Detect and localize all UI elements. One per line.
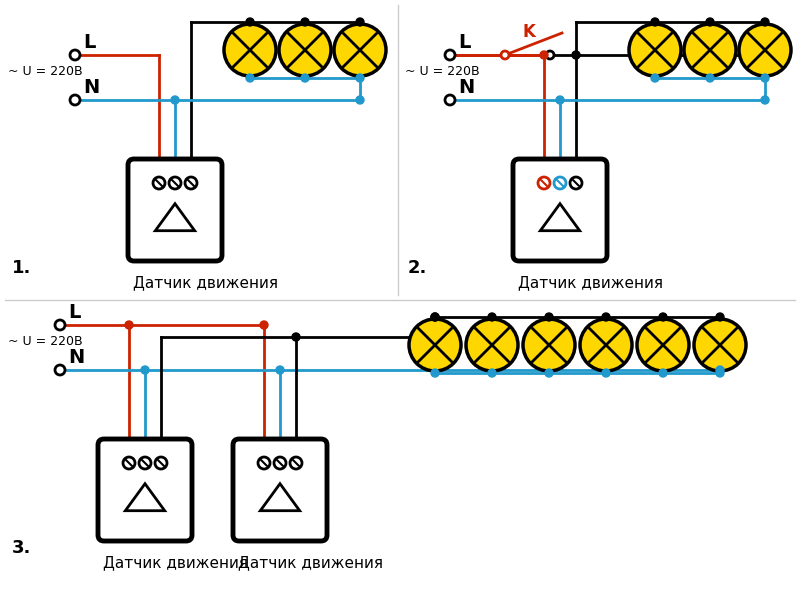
- Circle shape: [356, 74, 364, 82]
- Circle shape: [246, 74, 254, 82]
- Polygon shape: [540, 204, 580, 231]
- Text: K: K: [523, 23, 536, 41]
- FancyBboxPatch shape: [233, 439, 327, 541]
- FancyBboxPatch shape: [128, 159, 222, 261]
- Circle shape: [659, 369, 667, 377]
- Circle shape: [716, 366, 724, 374]
- Circle shape: [706, 74, 714, 82]
- Circle shape: [538, 177, 550, 189]
- Circle shape: [540, 51, 548, 59]
- Text: L: L: [68, 303, 80, 322]
- Circle shape: [123, 457, 135, 469]
- Circle shape: [55, 365, 65, 375]
- Text: ~ U = 220В: ~ U = 220В: [8, 335, 82, 348]
- Circle shape: [431, 369, 439, 377]
- Circle shape: [651, 74, 659, 82]
- Circle shape: [637, 319, 689, 371]
- Text: L: L: [83, 33, 95, 52]
- Circle shape: [546, 51, 554, 59]
- Circle shape: [258, 457, 270, 469]
- Circle shape: [572, 51, 580, 59]
- Circle shape: [246, 18, 254, 26]
- Circle shape: [716, 313, 724, 321]
- Circle shape: [55, 320, 65, 330]
- Text: N: N: [458, 78, 474, 97]
- Text: Датчик движения: Датчик движения: [133, 275, 278, 290]
- Circle shape: [739, 24, 791, 76]
- Circle shape: [716, 369, 724, 377]
- Text: 2.: 2.: [408, 259, 427, 277]
- Circle shape: [274, 457, 286, 469]
- Circle shape: [629, 24, 681, 76]
- Circle shape: [445, 95, 455, 105]
- Circle shape: [580, 319, 632, 371]
- Circle shape: [356, 18, 364, 26]
- Circle shape: [523, 319, 575, 371]
- Circle shape: [488, 369, 496, 377]
- Circle shape: [761, 18, 769, 26]
- Circle shape: [431, 313, 439, 321]
- Circle shape: [356, 96, 364, 104]
- Circle shape: [659, 313, 667, 321]
- Circle shape: [445, 50, 455, 60]
- Circle shape: [431, 313, 439, 321]
- Circle shape: [139, 457, 151, 469]
- Circle shape: [409, 319, 461, 371]
- Circle shape: [651, 18, 659, 26]
- Text: Датчик движения: Датчик движения: [238, 555, 383, 570]
- Circle shape: [761, 96, 769, 104]
- Text: N: N: [68, 348, 84, 367]
- Circle shape: [466, 319, 518, 371]
- Polygon shape: [126, 484, 165, 511]
- Circle shape: [141, 366, 149, 374]
- Circle shape: [334, 24, 386, 76]
- Circle shape: [545, 313, 553, 321]
- FancyBboxPatch shape: [513, 159, 607, 261]
- Circle shape: [153, 177, 165, 189]
- Polygon shape: [155, 204, 194, 231]
- Circle shape: [70, 95, 80, 105]
- Circle shape: [602, 369, 610, 377]
- Text: Датчик движения: Датчик движения: [103, 555, 248, 570]
- Circle shape: [570, 177, 582, 189]
- Circle shape: [706, 18, 714, 26]
- Circle shape: [501, 51, 509, 59]
- Text: ~ U = 220В: ~ U = 220В: [8, 65, 82, 78]
- Circle shape: [70, 50, 80, 60]
- Text: 1.: 1.: [12, 259, 31, 277]
- Polygon shape: [260, 484, 300, 511]
- Circle shape: [301, 18, 309, 26]
- Circle shape: [694, 319, 746, 371]
- Text: 3.: 3.: [12, 539, 31, 557]
- Circle shape: [488, 313, 496, 321]
- Circle shape: [545, 369, 553, 377]
- Circle shape: [602, 313, 610, 321]
- Circle shape: [279, 24, 331, 76]
- Circle shape: [155, 457, 167, 469]
- Text: Датчик движения: Датчик движения: [518, 275, 663, 290]
- Circle shape: [301, 74, 309, 82]
- Circle shape: [684, 24, 736, 76]
- Circle shape: [761, 74, 769, 82]
- Circle shape: [171, 96, 179, 104]
- Circle shape: [125, 321, 133, 329]
- Circle shape: [224, 24, 276, 76]
- Circle shape: [169, 177, 181, 189]
- Circle shape: [185, 177, 197, 189]
- Circle shape: [556, 96, 564, 104]
- Text: ~ U = 220В: ~ U = 220В: [405, 65, 480, 78]
- Circle shape: [292, 333, 300, 341]
- Circle shape: [260, 321, 268, 329]
- Circle shape: [276, 366, 284, 374]
- Circle shape: [554, 177, 566, 189]
- Text: L: L: [458, 33, 470, 52]
- Text: N: N: [83, 78, 99, 97]
- FancyBboxPatch shape: [98, 439, 192, 541]
- Circle shape: [290, 457, 302, 469]
